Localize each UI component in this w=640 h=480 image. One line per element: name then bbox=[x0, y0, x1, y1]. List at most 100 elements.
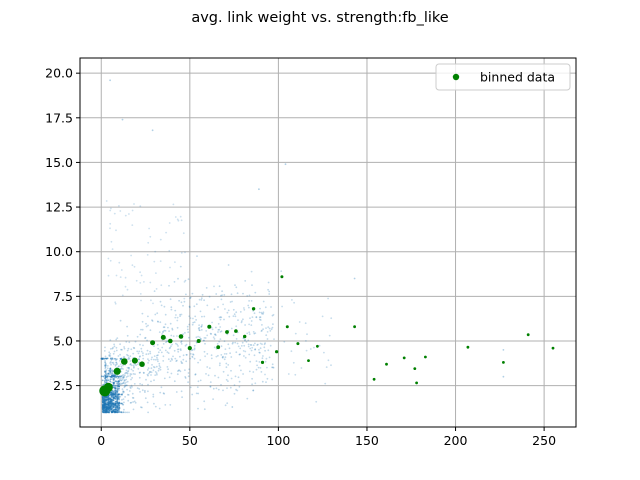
raw-data-point bbox=[122, 390, 124, 393]
raw-data-point bbox=[225, 378, 228, 381]
raw-data-point bbox=[149, 352, 152, 355]
raw-data-point bbox=[236, 292, 239, 295]
binned-data-point bbox=[402, 356, 406, 360]
raw-data-point bbox=[104, 363, 107, 366]
raw-data-point bbox=[114, 397, 117, 400]
raw-data-point bbox=[247, 343, 250, 346]
raw-data-point bbox=[242, 292, 244, 295]
raw-data-point bbox=[116, 377, 119, 380]
raw-data-point bbox=[234, 284, 236, 286]
raw-data-point bbox=[105, 200, 108, 202]
raw-data-point bbox=[117, 380, 119, 382]
raw-data-point bbox=[162, 343, 165, 345]
raw-data-point bbox=[119, 383, 122, 386]
raw-data-point bbox=[121, 411, 124, 414]
raw-data-point bbox=[106, 406, 108, 409]
raw-data-point bbox=[101, 400, 104, 403]
raw-data-point bbox=[103, 405, 106, 408]
raw-data-point bbox=[122, 376, 125, 379]
raw-data-point bbox=[139, 371, 142, 374]
raw-data-point bbox=[218, 340, 221, 343]
raw-data-point bbox=[146, 369, 149, 371]
raw-data-point bbox=[126, 388, 128, 391]
raw-data-point bbox=[131, 209, 134, 212]
raw-data-point bbox=[187, 331, 190, 334]
raw-data-point bbox=[112, 406, 115, 409]
raw-data-point bbox=[265, 357, 268, 360]
raw-data-point bbox=[116, 398, 119, 401]
raw-data-point bbox=[120, 411, 123, 414]
raw-data-point bbox=[304, 322, 307, 325]
raw-data-point bbox=[123, 381, 125, 383]
raw-data-point bbox=[104, 366, 107, 369]
raw-data-point bbox=[125, 378, 128, 381]
raw-data-point bbox=[119, 210, 122, 212]
raw-data-point bbox=[130, 378, 132, 381]
raw-data-point bbox=[208, 295, 211, 298]
raw-data-point bbox=[129, 363, 132, 365]
raw-data-point bbox=[223, 340, 226, 343]
raw-data-point bbox=[243, 308, 246, 311]
raw-data-point bbox=[268, 327, 271, 330]
raw-data-point bbox=[153, 290, 156, 292]
raw-data-point bbox=[121, 392, 124, 395]
raw-data-point bbox=[121, 382, 123, 385]
raw-data-point bbox=[180, 301, 183, 304]
raw-data-point bbox=[119, 276, 122, 278]
binned-data-point bbox=[526, 333, 530, 337]
raw-data-point bbox=[117, 365, 120, 368]
raw-data-point bbox=[271, 378, 274, 381]
raw-data-point bbox=[232, 308, 235, 311]
raw-data-point bbox=[252, 331, 255, 333]
raw-data-point bbox=[261, 343, 263, 346]
raw-data-point bbox=[103, 357, 106, 360]
raw-data-point bbox=[204, 355, 207, 358]
raw-data-point bbox=[106, 400, 109, 402]
raw-data-point bbox=[265, 327, 267, 329]
raw-data-point bbox=[176, 359, 178, 362]
raw-data-point bbox=[105, 411, 108, 414]
binned-data-points bbox=[99, 275, 555, 397]
raw-data-point bbox=[219, 338, 222, 340]
raw-data-point bbox=[121, 374, 124, 377]
raw-data-point bbox=[107, 411, 110, 413]
raw-data-point bbox=[178, 299, 181, 302]
raw-data-point bbox=[198, 324, 201, 327]
raw-data-point bbox=[103, 350, 106, 352]
raw-data-point bbox=[109, 406, 112, 409]
raw-data-point bbox=[118, 396, 120, 398]
raw-data-point bbox=[116, 411, 119, 414]
raw-data-point bbox=[305, 340, 307, 342]
raw-data-point bbox=[231, 342, 234, 345]
raw-data-point bbox=[140, 328, 142, 331]
raw-data-point bbox=[109, 393, 112, 396]
raw-data-point bbox=[132, 364, 135, 367]
raw-data-point bbox=[250, 324, 253, 326]
raw-data-point bbox=[123, 408, 125, 411]
raw-data-point bbox=[163, 392, 166, 395]
raw-data-point bbox=[194, 373, 197, 376]
raw-data-point bbox=[144, 337, 146, 339]
raw-data-point bbox=[110, 240, 113, 243]
raw-data-point bbox=[129, 363, 132, 366]
raw-data-point bbox=[170, 334, 173, 337]
raw-data-point bbox=[183, 300, 186, 303]
raw-data-point bbox=[179, 215, 182, 218]
raw-data-point bbox=[124, 384, 127, 387]
raw-data-point bbox=[112, 381, 115, 384]
raw-data-point bbox=[108, 402, 111, 405]
raw-data-point bbox=[214, 333, 217, 336]
raw-data-point bbox=[114, 408, 117, 411]
raw-data-point bbox=[188, 323, 191, 326]
binned-data-point bbox=[413, 367, 417, 370]
raw-data-point bbox=[156, 356, 158, 359]
raw-data-point bbox=[139, 271, 142, 274]
raw-data-point bbox=[112, 386, 115, 389]
raw-data-point bbox=[112, 384, 115, 387]
raw-data-point bbox=[142, 344, 144, 347]
raw-data-point bbox=[109, 371, 112, 373]
raw-data-point bbox=[215, 326, 217, 329]
raw-data-point bbox=[205, 287, 208, 289]
raw-data-point bbox=[187, 278, 190, 281]
